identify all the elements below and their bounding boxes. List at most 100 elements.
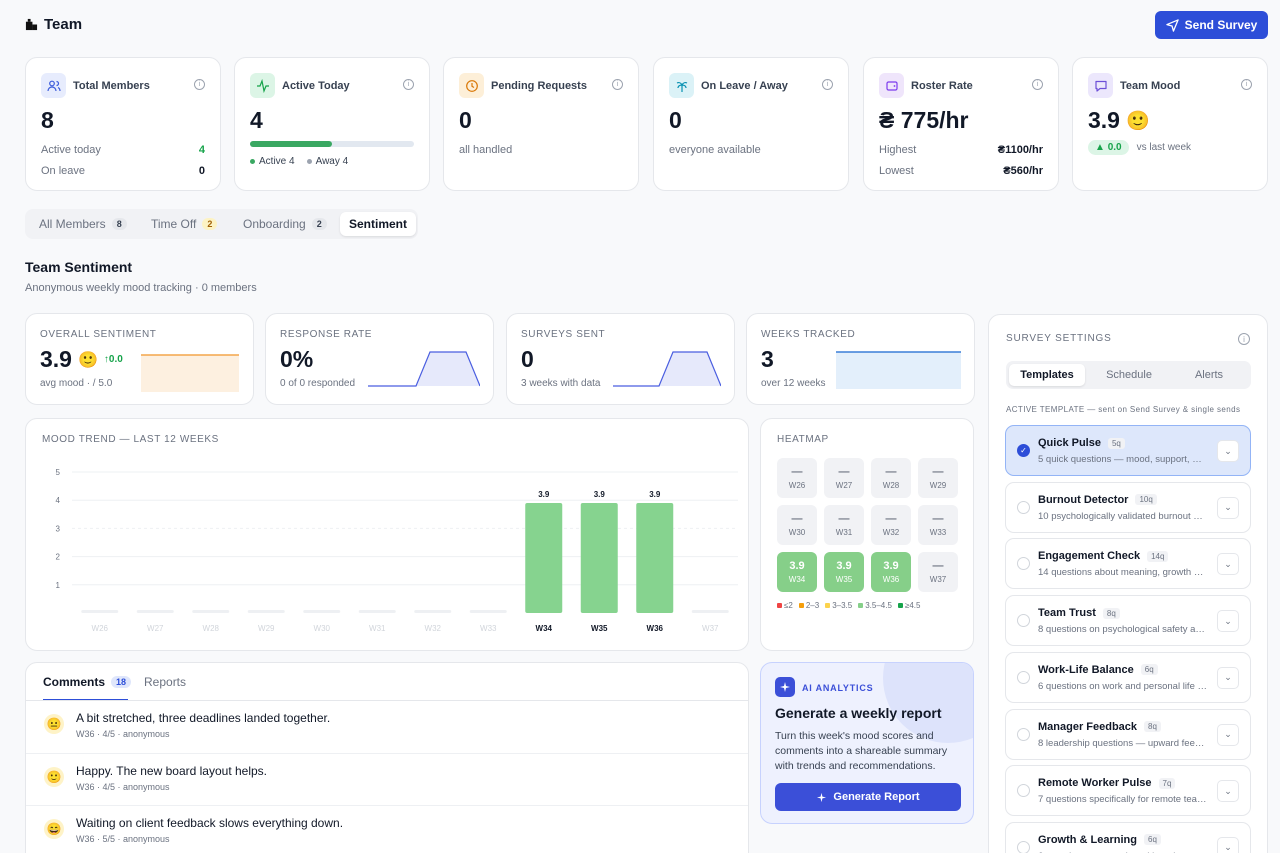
mood-trend-chart: 1 2 3 4 5 W26 W27 W28 W29 W30 W31 W32 W33 3.9 W34 3.9 W3… <box>56 468 738 633</box>
mood-emoji: 🙂 <box>77 351 98 369</box>
heatmap-cell[interactable]: — W32 <box>871 505 911 545</box>
template-item[interactable]: Remote Worker Pulse 7q 7 questions specifi… <box>1005 765 1251 817</box>
tab-all-members[interactable]: All Members 8 <box>29 212 137 236</box>
radio-button[interactable] <box>1017 727 1030 741</box>
stat-on-leave: On Leave / Away i 0 everyone available <box>653 57 849 191</box>
mood-trend-card: MOOD TREND — LAST 12 WEEKS 1 2 3 4 5 W26 W27 W2… <box>25 418 749 651</box>
tab-sentiment[interactable]: Sentiment <box>340 212 416 236</box>
chevron-down-icon[interactable]: ⌄ <box>1217 496 1239 519</box>
response-rate-card: RESPONSE RATE 0% 0 of 0 responded <box>265 313 494 405</box>
info-icon[interactable]: i <box>194 79 205 90</box>
tab-comments[interactable]: Comments 18 <box>43 675 132 689</box>
sparkle-icon <box>775 677 795 697</box>
heatmap-cell[interactable]: — W31 <box>824 505 864 545</box>
chevron-down-icon[interactable]: ⌄ <box>1217 553 1239 576</box>
template-description: 8 questions on psychological safety and … <box>1038 624 1208 636</box>
chevron-down-icon[interactable]: ⌄ <box>1217 836 1239 853</box>
radio-button[interactable] <box>1017 784 1030 798</box>
heatmap-cell-week: W31 <box>835 528 853 537</box>
info-icon[interactable]: i <box>822 79 833 90</box>
legend-item: ≤2 <box>777 601 793 610</box>
question-count-badge: 7q <box>1158 777 1176 789</box>
template-item[interactable]: ✓ Quick Pulse 5q 5 quick questions — mood, … <box>1005 425 1251 476</box>
tab-time-off[interactable]: Time Off 2 <box>141 212 227 236</box>
heatmap-cell-week: W32 <box>882 528 900 537</box>
heatmap-cell[interactable]: — W30 <box>777 505 817 545</box>
survey-settings-title: SURVEY SETTINGS <box>1006 333 1112 344</box>
x-tick-label: W33 <box>480 624 497 633</box>
heatmap-cell-week: W36 <box>882 575 900 584</box>
chevron-down-icon[interactable]: ⌄ <box>1217 780 1239 803</box>
heatmap-cell[interactable]: 3.9 W34 <box>777 552 817 592</box>
response-sparkline <box>368 351 480 387</box>
chevron-down-icon[interactable]: ⌄ <box>1217 440 1239 462</box>
info-icon[interactable]: i <box>403 79 414 90</box>
segment-templates[interactable]: Templates <box>1009 364 1085 386</box>
stat-label: Active Today <box>282 80 350 92</box>
template-name: Growth & Learning 6q <box>1038 834 1161 846</box>
stat-total-members: Total Members i 8 Active today 4 On leave… <box>25 57 221 191</box>
template-item[interactable]: Engagement Check 14q 14 questions about me… <box>1005 538 1251 590</box>
radio-button[interactable]: ✓ <box>1017 444 1030 457</box>
chevron-down-icon[interactable]: ⌄ <box>1217 723 1239 746</box>
tab-reports[interactable]: Reports <box>144 675 187 689</box>
legend-item: ≥4.5 <box>897 601 920 610</box>
heatmap-cell-value: — <box>791 513 803 525</box>
radio-button[interactable] <box>1017 614 1030 628</box>
heatmap-cell[interactable]: 3.9 W36 <box>871 552 911 592</box>
comment-item: 😐 A bit stretched, three deadlines lande… <box>26 701 748 753</box>
info-icon[interactable]: i <box>1032 79 1043 90</box>
template-item[interactable]: Growth & Learning6q6 questions on growth… <box>1005 821 1251 853</box>
radio-button[interactable] <box>1017 840 1030 853</box>
comment-item: 🙂 Happy. The new board layout helps. W36… <box>26 753 748 805</box>
stat-team-mood: Team Mood i 3.9 🙂 ▲ 0.0 vs last week <box>1072 57 1268 191</box>
radio-button[interactable] <box>1017 500 1030 514</box>
info-icon[interactable]: i <box>612 79 623 90</box>
tab-onboarding[interactable]: Onboarding 2 <box>233 212 337 236</box>
ai-tag: AI ANALYTICS <box>802 683 874 693</box>
template-item[interactable]: Burnout Detector 10q 10 psychologically va… <box>1005 481 1251 533</box>
stat-value: 8 <box>41 107 54 133</box>
weeks-sparkline <box>836 351 961 389</box>
heatmap-cell-value: — <box>885 466 897 478</box>
heatmap-cell-week: W33 <box>929 528 947 537</box>
wallet-icon <box>879 73 904 98</box>
template-item[interactable]: Manager Feedback 8q 8 leadership questions… <box>1005 708 1251 760</box>
radio-button[interactable] <box>1017 670 1030 684</box>
stat-pending-requests: Pending Requests i 0 all handled <box>443 57 639 191</box>
info-icon[interactable]: i <box>1241 79 1252 90</box>
heatmap-cell[interactable]: — W28 <box>871 458 911 498</box>
send-survey-label: Send Survey <box>1184 18 1258 32</box>
heatmap-cell[interactable]: — W37 <box>918 552 958 592</box>
legend-item: 3–3.5 <box>825 601 852 610</box>
chevron-down-icon[interactable]: ⌄ <box>1217 610 1239 633</box>
overall-sentiment-card: OVERALL SENTIMENT 3.9 🙂 ↑0.0 avg mood · / … <box>25 313 254 405</box>
heatmap-cell[interactable]: — W29 <box>918 458 958 498</box>
stat-label: Total Members <box>73 80 150 92</box>
bar-data-label: 3.9 <box>538 490 550 499</box>
heatmap-cell[interactable]: — W27 <box>824 458 864 498</box>
chart-bar-empty <box>247 610 285 613</box>
heatmap-cell[interactable]: — W33 <box>918 505 958 545</box>
x-tick-label: W30 <box>314 624 331 633</box>
radio-button[interactable] <box>1017 557 1030 571</box>
heatmap-cell[interactable]: — W26 <box>777 458 817 498</box>
segment-schedule[interactable]: Schedule <box>1106 369 1152 381</box>
heatmap-cell[interactable]: 3.9 W35 <box>824 552 864 592</box>
question-count-badge: 10q <box>1135 494 1157 506</box>
chart-bar-empty <box>192 610 230 613</box>
template-item[interactable]: Team Trust 8q 8 questions on psychological… <box>1005 595 1251 647</box>
section-title: Team Sentiment <box>25 259 133 275</box>
bar-data-label: 3.9 <box>649 490 661 499</box>
stat-active-today: Active Today i 4 Active 4 Away 4 <box>234 57 430 191</box>
comment-emoji: 😐 <box>44 714 64 734</box>
comment-text: A bit stretched, three deadlines landed … <box>76 711 331 725</box>
template-item[interactable]: Work-Life Balance 6q 6 questions on work a… <box>1005 651 1251 703</box>
send-survey-button[interactable]: Send Survey <box>1155 11 1268 39</box>
active-progress-fill <box>250 141 332 147</box>
segment-alerts[interactable]: Alerts <box>1194 369 1224 381</box>
chevron-down-icon[interactable]: ⌄ <box>1217 666 1239 689</box>
y-tick-label: 1 <box>56 581 61 590</box>
info-icon[interactable]: i <box>1238 333 1250 345</box>
generate-report-button[interactable]: Generate Report <box>775 783 961 811</box>
